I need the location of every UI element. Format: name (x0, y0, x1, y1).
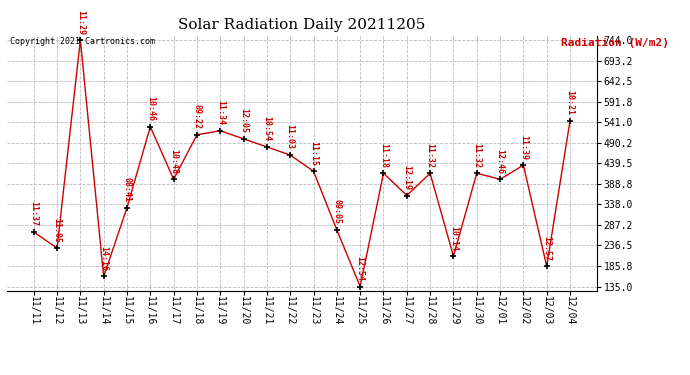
Text: 11:34: 11:34 (216, 100, 225, 125)
Text: 12:46: 12:46 (495, 149, 504, 174)
Text: 12:05: 12:05 (239, 108, 248, 133)
Text: 09:05: 09:05 (333, 200, 342, 224)
Text: 09:22: 09:22 (193, 104, 201, 129)
Text: 10:48: 10:48 (169, 149, 178, 174)
Text: Copyright 2021 Cartronics.com: Copyright 2021 Cartronics.com (10, 38, 155, 46)
Text: 11:32: 11:32 (426, 143, 435, 168)
Text: Radiation (W/m2): Radiation (W/m2) (561, 38, 669, 48)
Text: 11:05: 11:05 (52, 217, 61, 243)
Text: 11:37: 11:37 (29, 201, 38, 226)
Title: Solar Radiation Daily 20211205: Solar Radiation Daily 20211205 (178, 18, 426, 32)
Text: 12:19: 12:19 (402, 165, 411, 190)
Text: 12:57: 12:57 (542, 236, 551, 261)
Text: 10:14: 10:14 (449, 226, 458, 251)
Text: 14:16: 14:16 (99, 246, 108, 271)
Text: 12:54: 12:54 (355, 256, 365, 281)
Text: 10:21: 10:21 (566, 90, 575, 115)
Text: 11:03: 11:03 (286, 124, 295, 150)
Text: 11:39: 11:39 (519, 135, 528, 160)
Text: 08:41: 08:41 (123, 177, 132, 202)
Text: 11:15: 11:15 (309, 141, 318, 166)
Text: 10:54: 10:54 (262, 116, 271, 141)
Text: 11:29: 11:29 (76, 9, 85, 34)
Text: 11:32: 11:32 (472, 143, 481, 168)
Text: 10:46: 10:46 (146, 96, 155, 121)
Text: 11:18: 11:18 (379, 143, 388, 168)
